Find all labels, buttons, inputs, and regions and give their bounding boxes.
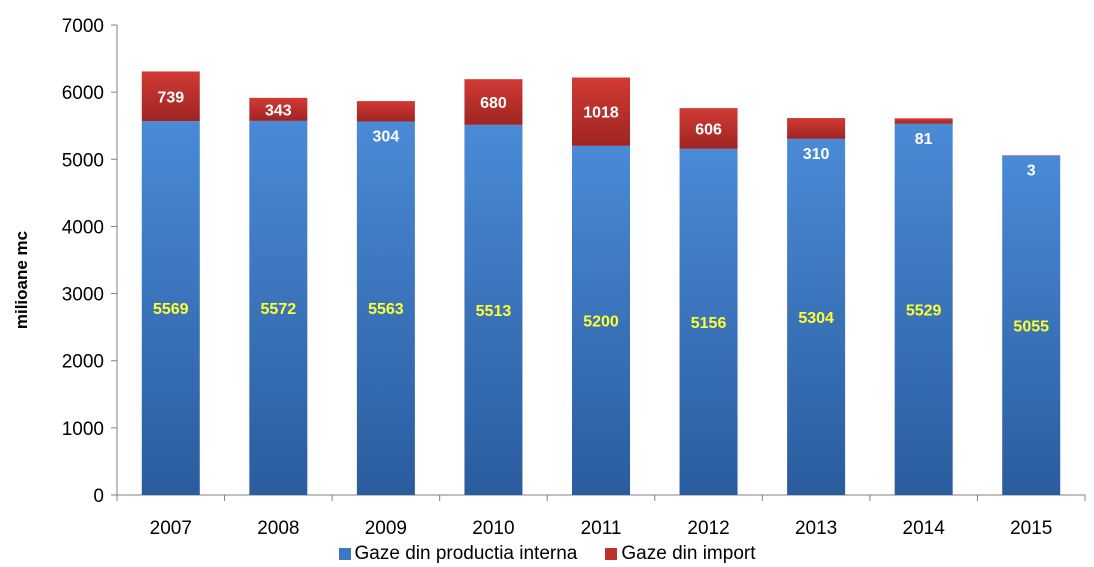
bar-import-2009 xyxy=(356,101,415,122)
bar-import-2014 xyxy=(894,118,953,124)
bar-internal-2010 xyxy=(464,124,523,495)
data-label-import-2014: 81 xyxy=(915,131,933,148)
data-label-internal-2009: 5563 xyxy=(368,301,404,318)
data-label-import-2013: 310 xyxy=(803,146,830,163)
x-tick-label: 2010 xyxy=(472,518,514,539)
data-label-internal-2013: 5304 xyxy=(798,310,834,327)
bar-internal-2015 xyxy=(1002,155,1061,496)
data-label-internal-2012: 5156 xyxy=(691,315,727,332)
data-label-import-2011: 1018 xyxy=(583,105,619,122)
bar-import-2013 xyxy=(787,118,846,139)
x-tick-label: 2007 xyxy=(150,518,192,539)
data-label-import-2008: 343 xyxy=(265,102,292,119)
bar-import-2012 xyxy=(679,108,738,149)
bar-import-2010 xyxy=(464,79,523,125)
bar-import-2008 xyxy=(249,97,308,121)
data-label-internal-2007: 5569 xyxy=(153,301,189,318)
x-tick-label: 2011 xyxy=(581,518,622,539)
bar-internal-2011 xyxy=(572,145,630,495)
data-label-internal-2008: 5572 xyxy=(261,301,297,318)
y-tick-label: 0 xyxy=(93,486,104,507)
legend-swatch-internal xyxy=(338,548,351,560)
bar-internal-2008 xyxy=(249,120,308,495)
x-tick-label: 2012 xyxy=(687,518,729,539)
y-tick-label: 3000 xyxy=(62,285,104,306)
data-label-import-2007: 739 xyxy=(157,89,184,106)
data-label-internal-2011: 5200 xyxy=(583,313,619,330)
x-tick-label: 2015 xyxy=(1010,518,1052,539)
bar-internal-2009 xyxy=(356,121,415,495)
data-label-import-2009: 304 xyxy=(373,128,400,145)
y-tick-label: 1000 xyxy=(62,419,104,440)
data-label-import-2010: 680 xyxy=(480,95,507,112)
x-tick-label: 2013 xyxy=(795,518,837,539)
stacked-bar-chart: 0 1000 2000 3000 4000 5000 6000 7000 milioane mc… xyxy=(12,16,1086,539)
bar-import-2011 xyxy=(572,77,630,146)
bar-internal-2012 xyxy=(679,148,738,495)
bar-internal-2014 xyxy=(894,123,953,495)
legend-label-internal: Gaze din productia interna xyxy=(354,543,578,564)
data-label-internal-2015: 5055 xyxy=(1013,318,1049,335)
legend: Gaze din productia interna Gaze din impo… xyxy=(0,541,1094,567)
legend-label-import: Gaze din import xyxy=(621,543,756,564)
bar-internal-2007 xyxy=(141,121,200,496)
data-label-internal-2010: 5513 xyxy=(476,303,512,320)
data-label-import-2012: 606 xyxy=(695,121,722,138)
x-tick-label: 2014 xyxy=(903,518,946,539)
y-axis-label: milioane mc xyxy=(12,231,31,329)
y-tick-label: 7000 xyxy=(62,16,104,37)
bar-internal-2013 xyxy=(787,138,846,496)
bar-import-2015 xyxy=(1002,155,1061,156)
legend-item-internal: Gaze din productia interna xyxy=(338,543,578,565)
legend-item-import: Gaze din import xyxy=(605,543,756,565)
y-tick-label: 4000 xyxy=(62,217,104,238)
x-tick-label: 2008 xyxy=(257,518,299,539)
y-tick-label: 5000 xyxy=(62,150,104,171)
data-label-import-2015: 3 xyxy=(1027,163,1036,180)
bar-import-2007 xyxy=(141,71,200,122)
legend-swatch-import xyxy=(605,548,618,560)
x-tick-label: 2009 xyxy=(365,518,407,539)
y-tick-label: 2000 xyxy=(62,352,104,373)
y-tick-label: 6000 xyxy=(62,83,104,104)
data-label-internal-2014: 5529 xyxy=(906,302,942,319)
